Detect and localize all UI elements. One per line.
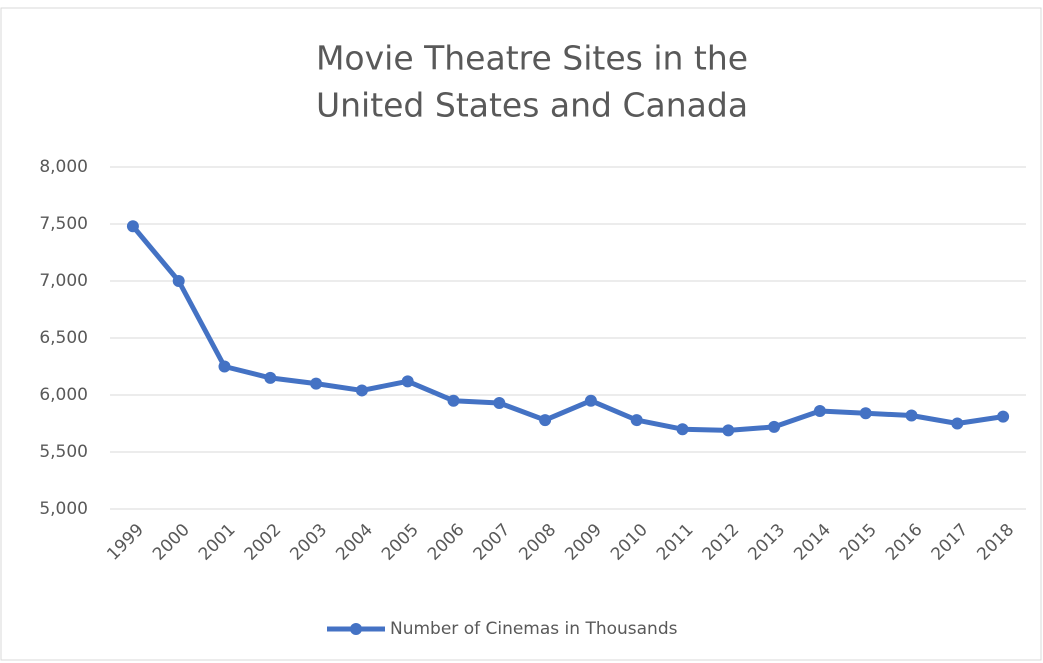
legend-marker	[350, 623, 362, 635]
marker	[310, 377, 323, 390]
marker	[584, 394, 597, 407]
marker	[768, 420, 781, 433]
chart-title: Movie Theatre Sites in the	[316, 39, 748, 78]
y-tick-label: 6,000	[39, 385, 88, 405]
chart-title: United States and Canada	[316, 86, 748, 125]
marker	[218, 360, 231, 373]
line	[130, 224, 1004, 433]
chart-border	[0, 7, 1042, 661]
y-tick-label: 5,000	[39, 499, 88, 519]
marker	[859, 407, 872, 420]
marker	[676, 423, 689, 436]
marker	[905, 409, 918, 422]
marker	[539, 414, 552, 427]
y-tick-label: 7,500	[39, 214, 88, 234]
y-tick-label: 8,000	[39, 157, 88, 177]
marker	[493, 396, 506, 409]
marker	[172, 275, 185, 287]
marker	[722, 424, 735, 437]
legend-label: Number of Cinemas in Thousands	[390, 619, 678, 639]
y-tick-label: 6,500	[39, 328, 88, 348]
marker	[630, 414, 643, 427]
marker	[401, 375, 414, 388]
marker	[126, 220, 139, 233]
marker	[997, 410, 1010, 423]
y-tick-label: 7,000	[39, 271, 88, 291]
marker	[447, 394, 460, 407]
y-tick-label: 5,500	[39, 442, 88, 462]
marker	[813, 404, 826, 417]
marker	[355, 384, 368, 397]
marker	[264, 371, 277, 384]
marker	[951, 417, 964, 430]
